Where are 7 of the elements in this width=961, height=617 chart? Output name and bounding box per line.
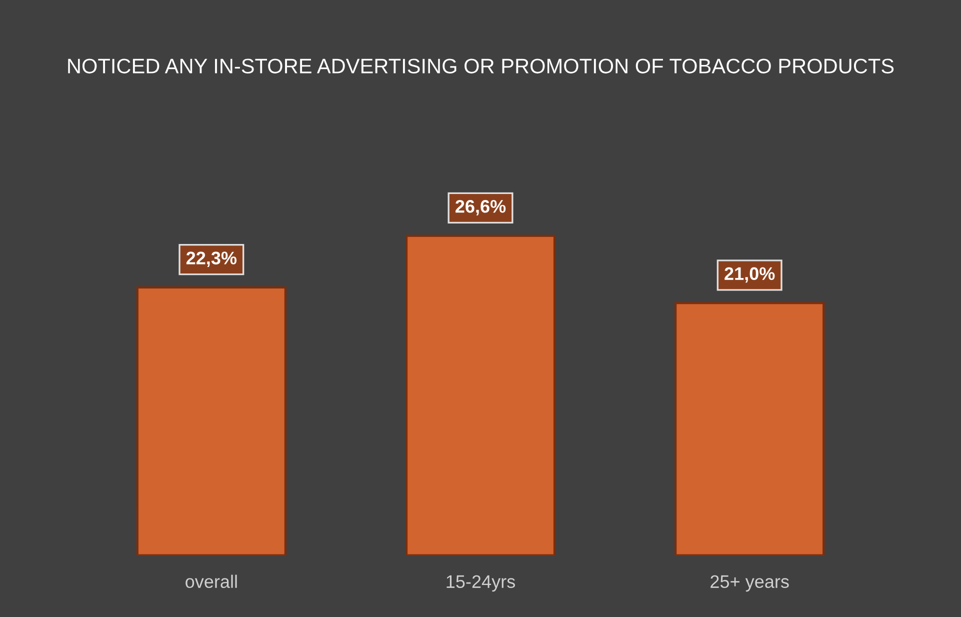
chart-title: NOTICED ANY IN-STORE ADVERTISING OR PROMOTION OF TOBACCO PRODUCTS [68,58,894,74]
x-tick-label: 15-24yrs [446,575,515,592]
data-label: 21,0% [724,267,775,283]
data-label: 26,6% [456,200,506,216]
x-tick-label: overall [186,574,237,588]
data-label: 22,3% [186,252,237,268]
x-tick-label: 25+ years [710,575,789,592]
